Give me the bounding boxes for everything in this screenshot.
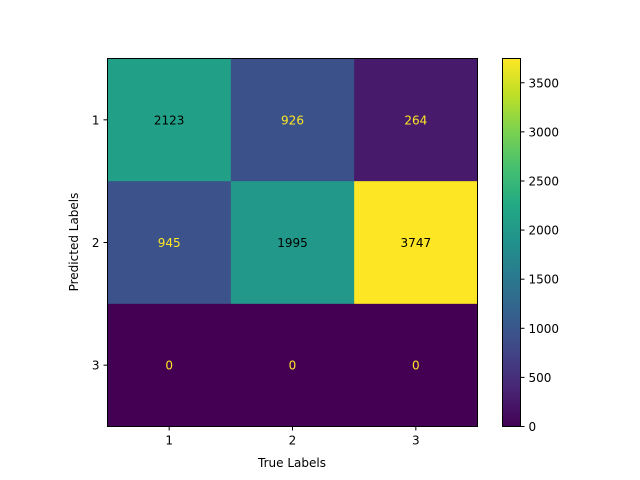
colorbar-tick-label: 2500 — [529, 174, 560, 188]
heatmap-cell — [107, 303, 232, 427]
cell-value-label: 2123 — [154, 113, 185, 127]
cell-value-label: 0 — [165, 359, 173, 373]
colorbar-tick-label: 500 — [529, 371, 552, 385]
colorbar-ticks: 0 500 1000 1500 2000 2500 3000 3500 — [520, 76, 560, 434]
heatmap-cell — [354, 58, 478, 182]
y-tick-label: 3 — [92, 359, 100, 373]
cell-value-label: 945 — [158, 236, 181, 250]
cell-value-label: 0 — [289, 359, 297, 373]
colorbar-tick-label: 3000 — [529, 125, 560, 139]
x-axis-label: True Labels — [257, 456, 326, 470]
y-axis-ticks: 1 2 3 — [92, 113, 108, 373]
heatmap-cell — [230, 58, 355, 182]
x-tick-label: 1 — [165, 434, 173, 448]
heatmap-cell — [230, 303, 355, 427]
colorbar-tick-label: 0 — [529, 420, 537, 434]
heatmap-cell — [107, 181, 232, 305]
x-tick-label: 2 — [289, 434, 297, 448]
heatmap-cell — [230, 181, 355, 305]
heatmap-cell — [354, 303, 478, 427]
heatmap-cell — [354, 181, 478, 305]
cell-annotations: 2123 926 264 945 1995 3747 0 0 0 — [154, 113, 431, 372]
y-axis-label: Predicted Labels — [67, 193, 81, 292]
colorbar-tick-label: 1500 — [529, 273, 560, 287]
colorbar — [502, 58, 521, 427]
x-tick-label: 3 — [412, 434, 420, 448]
x-axis-ticks: 1 2 3 — [165, 426, 420, 448]
colorbar-tick-label: 3500 — [529, 76, 560, 90]
cell-value-label: 1995 — [277, 236, 308, 250]
colorbar-tick-label: 2000 — [529, 224, 560, 238]
cell-value-label: 926 — [281, 113, 304, 127]
cell-value-label: 264 — [404, 113, 427, 127]
heatmap-cells — [107, 58, 478, 427]
y-tick-label: 2 — [92, 236, 100, 250]
cell-value-label: 3747 — [401, 236, 432, 250]
cell-value-label: 0 — [412, 359, 420, 373]
heatmap-cell — [107, 58, 232, 182]
y-tick-label: 1 — [92, 113, 100, 127]
colorbar-tick-label: 1000 — [529, 322, 560, 336]
